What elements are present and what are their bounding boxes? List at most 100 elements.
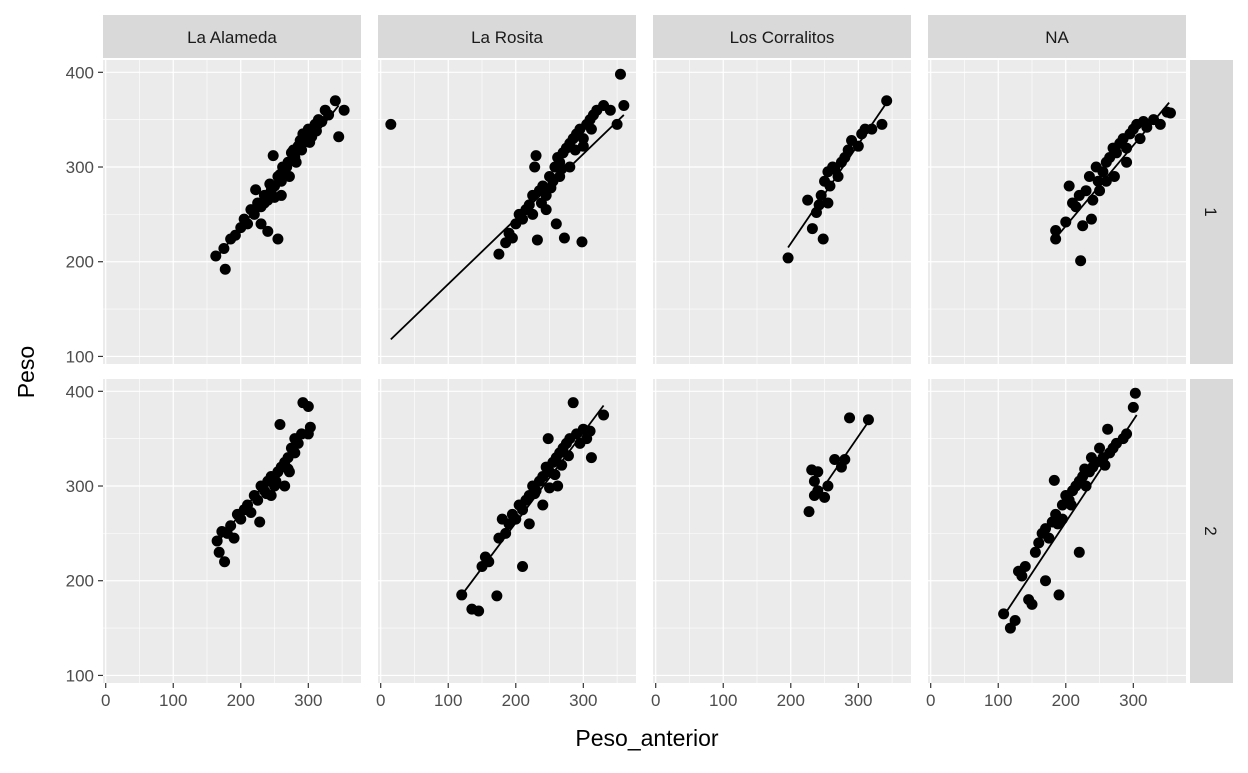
data-point xyxy=(338,104,350,116)
data-point xyxy=(294,134,306,146)
regression-line xyxy=(1004,414,1138,615)
data-point xyxy=(881,95,893,107)
data-point xyxy=(782,252,794,264)
data-point xyxy=(1083,170,1095,182)
column-strip xyxy=(928,15,1186,58)
data-point xyxy=(333,131,345,143)
data-point xyxy=(604,104,616,116)
row-strip xyxy=(1190,379,1233,683)
data-point xyxy=(1043,532,1055,544)
data-point xyxy=(267,150,279,162)
regression-line xyxy=(216,104,340,258)
data-point xyxy=(598,409,610,421)
x-tick-label: 0 xyxy=(101,691,110,710)
data-point xyxy=(302,428,314,440)
panel-background xyxy=(103,60,361,364)
data-point xyxy=(1019,561,1031,573)
data-point xyxy=(558,232,570,244)
data-point xyxy=(1097,166,1109,178)
y-tick-label: 200 xyxy=(66,572,94,591)
regression-line xyxy=(390,114,625,341)
data-point xyxy=(576,236,588,248)
data-point xyxy=(274,169,286,181)
data-point xyxy=(817,233,829,245)
data-point xyxy=(529,161,541,173)
data-point xyxy=(862,414,874,426)
data-point xyxy=(282,463,294,475)
data-point xyxy=(577,140,589,152)
data-point xyxy=(1040,575,1052,587)
data-point xyxy=(562,450,574,462)
data-point xyxy=(1085,452,1097,464)
x-tick-label: 0 xyxy=(651,691,660,710)
regression-line xyxy=(787,102,888,249)
data-point xyxy=(252,494,264,506)
data-point xyxy=(1141,121,1153,133)
y-axis-title: Peso xyxy=(13,346,39,398)
data-point xyxy=(213,546,225,558)
y-tick-label: 400 xyxy=(66,63,94,82)
data-point xyxy=(1053,589,1065,601)
data-point xyxy=(279,480,291,492)
x-tick-label: 300 xyxy=(294,691,322,710)
row-strip xyxy=(1190,60,1233,364)
panel-background xyxy=(653,379,911,683)
data-point xyxy=(1073,546,1085,558)
data-point xyxy=(585,452,597,464)
data-point xyxy=(248,208,260,220)
data-point xyxy=(219,263,231,275)
data-point xyxy=(260,488,272,500)
data-point xyxy=(542,433,554,445)
data-point xyxy=(813,199,825,211)
data-point xyxy=(302,400,314,412)
data-point xyxy=(839,453,851,465)
data-point xyxy=(1080,185,1092,197)
data-point xyxy=(549,469,561,481)
data-point xyxy=(1065,499,1077,511)
column-strip-label: Los Corralitos xyxy=(730,28,835,47)
x-tick-label: 100 xyxy=(159,691,187,710)
data-point xyxy=(611,118,623,130)
data-point xyxy=(808,475,820,487)
data-point xyxy=(806,223,818,235)
data-point xyxy=(812,485,824,497)
data-point xyxy=(283,170,295,182)
data-point xyxy=(544,482,556,494)
data-point xyxy=(1050,224,1062,236)
x-tick-label: 100 xyxy=(434,691,462,710)
y-tick-label: 100 xyxy=(66,347,94,366)
data-point xyxy=(1121,428,1133,440)
data-point xyxy=(1121,156,1133,168)
y-tick-label: 300 xyxy=(66,477,94,496)
x-tick-label: 200 xyxy=(1052,691,1080,710)
data-point xyxy=(228,532,240,544)
data-point xyxy=(254,516,266,528)
data-point xyxy=(803,506,815,518)
column-strip xyxy=(103,15,361,58)
data-point xyxy=(242,218,254,230)
data-point xyxy=(1050,233,1062,245)
data-point xyxy=(1063,180,1075,192)
data-point xyxy=(1016,570,1028,582)
x-tick-label: 200 xyxy=(777,691,805,710)
data-point xyxy=(272,233,284,245)
x-tick-label: 300 xyxy=(569,691,597,710)
data-point xyxy=(1164,107,1176,119)
x-tick-label: 0 xyxy=(376,691,385,710)
data-point xyxy=(1110,147,1122,159)
data-point xyxy=(537,499,549,511)
x-tick-label: 0 xyxy=(926,691,935,710)
data-point xyxy=(556,163,568,175)
data-point xyxy=(1087,194,1099,206)
data-point xyxy=(567,397,579,409)
data-point xyxy=(529,488,541,500)
data-point xyxy=(290,156,302,168)
data-point xyxy=(1085,213,1097,225)
x-tick-label: 300 xyxy=(1119,691,1147,710)
data-point xyxy=(517,504,529,516)
data-point xyxy=(1108,170,1120,182)
data-point xyxy=(1154,118,1166,130)
data-point xyxy=(1048,474,1060,486)
x-tick-label: 100 xyxy=(709,691,737,710)
